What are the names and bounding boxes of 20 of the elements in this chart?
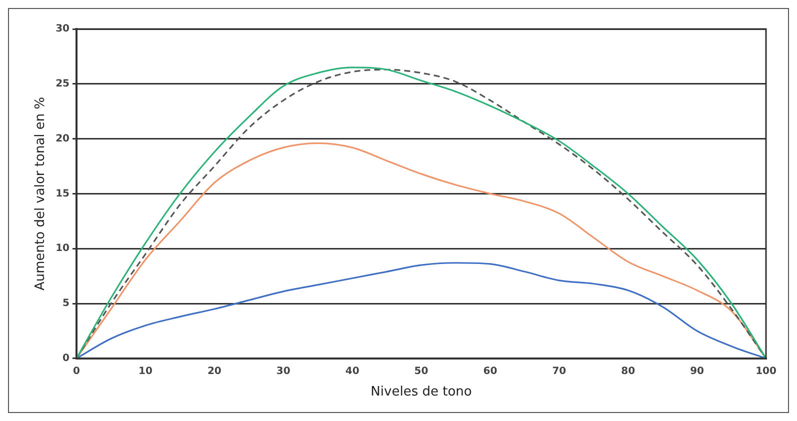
y-tick-label: 10 [56, 243, 70, 254]
y-axis-title: Aumento del valor tonal en % [33, 96, 48, 291]
x-tick-label: 90 [690, 366, 704, 377]
x-axis-title: Niveles de tono [370, 384, 472, 400]
x-tick-label: 70 [552, 366, 566, 377]
x-tick-label: 60 [483, 366, 498, 377]
x-tick-label: 80 [621, 366, 636, 377]
x-tick-label: 30 [276, 366, 290, 377]
y-tick-label: 0 [62, 352, 70, 364]
x-tick-label: 50 [414, 366, 428, 377]
x-tick-label: 0 [73, 366, 80, 377]
x-tick-label: 100 [756, 366, 776, 377]
y-tick-label: 5 [62, 298, 70, 310]
y-tick-label: 25 [56, 78, 70, 90]
x-tick-label: 40 [345, 366, 360, 377]
x-tick-label: 20 [207, 366, 222, 377]
y-tick-label: 30 [56, 24, 70, 35]
y-tick-label: 20 [56, 133, 70, 144]
x-tick-label: 10 [138, 366, 152, 377]
y-tick-label: 15 [56, 188, 70, 200]
